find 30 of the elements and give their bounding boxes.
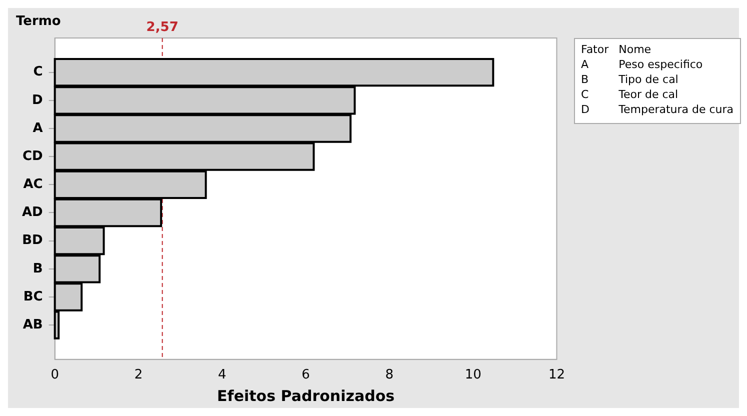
y-tick-label: AD [22, 205, 44, 220]
y-tick-label: AB [22, 317, 43, 332]
y-tick-label: D [32, 92, 44, 108]
text: Tipo de cal [618, 72, 680, 87]
y-tick-label: CD [22, 148, 44, 164]
y-tick-label: B [32, 261, 43, 276]
x-tick-label: 4 [218, 368, 226, 383]
text: Fator [581, 42, 610, 57]
text: B [581, 72, 590, 87]
text: Peso especifico [618, 57, 704, 72]
text: A [581, 57, 590, 72]
text: Nome [618, 42, 652, 57]
y-tick-label: BD [22, 233, 44, 248]
text: D [581, 102, 590, 117]
x-tick-label: 12 [548, 368, 565, 383]
y-axis-title: Termo [16, 14, 61, 29]
text: Temperatura de cura [618, 102, 734, 117]
ref-line-label: 2,57 [146, 20, 178, 35]
y-tick-label: AC [23, 177, 43, 192]
x-tick-label: 0 [50, 368, 59, 383]
x-tick-label: 8 [385, 368, 394, 383]
text: C [581, 87, 590, 102]
x-axis-title: Efeitos Padronizados [217, 386, 395, 405]
y-tick-label: A [32, 120, 43, 136]
x-tick-label: 10 [464, 368, 482, 383]
x-tick-label: 2 [134, 368, 143, 383]
y-tick-label: BC [23, 289, 43, 304]
text: Teor de cal [618, 87, 680, 102]
x-tick-label: 6 [302, 368, 310, 383]
y-tick-label: C [33, 64, 43, 80]
